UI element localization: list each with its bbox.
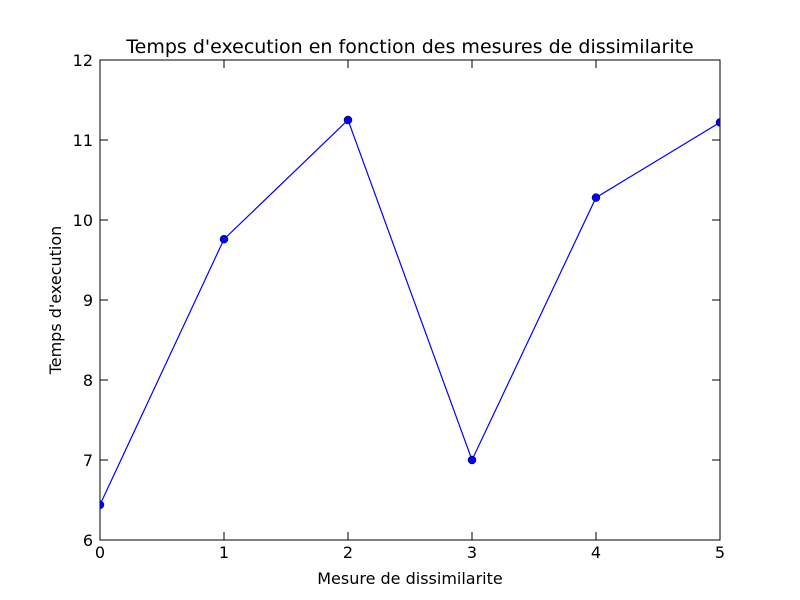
- data-point: [343, 115, 353, 125]
- x-axis-label: Mesure de dissimilarite: [317, 569, 503, 588]
- data-point: [715, 118, 720, 127]
- y-axis-label: Temps d'execution: [46, 226, 65, 376]
- y-tick-label: 9: [83, 291, 93, 310]
- y-tick-label: 7: [83, 451, 93, 470]
- series-line: [100, 118, 720, 506]
- y-tick-label: 6: [83, 531, 93, 550]
- data-point: [219, 234, 229, 244]
- data-point: [591, 193, 601, 202]
- x-tick-label: 3: [467, 543, 477, 562]
- axes-frame: [99, 59, 721, 541]
- y-tick-label: 12: [73, 51, 93, 70]
- data-point: [467, 455, 477, 465]
- x-tick-label: 5: [715, 543, 725, 562]
- y-tick-label: 11: [73, 131, 93, 150]
- y-tick-label: 10: [73, 211, 93, 230]
- x-tick-label: 1: [219, 543, 229, 562]
- chart-title: Temps d'execution en fonction des mesure…: [125, 36, 694, 58]
- y-tick-label: 8: [83, 371, 93, 390]
- x-tick-label: 4: [591, 543, 601, 562]
- x-tick-label: 2: [343, 543, 353, 562]
- data-point: [100, 500, 105, 510]
- x-tick-label: 0: [95, 543, 105, 562]
